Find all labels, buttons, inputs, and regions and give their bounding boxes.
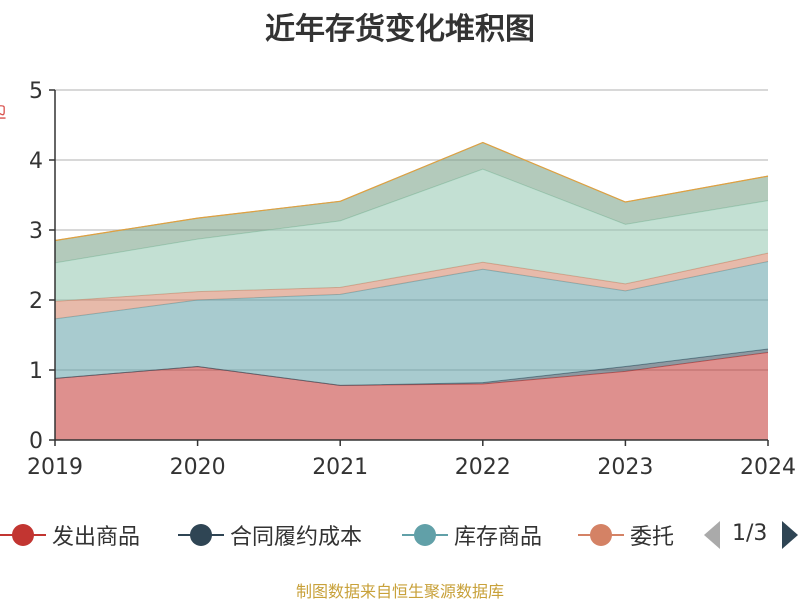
legend-marker-icon [178,515,224,555]
legend-label: 合同履约成本 [230,525,363,550]
legend-item[interactable]: 库存商品 [402,515,542,555]
x-tick-label: 2023 [597,455,653,480]
x-tick-label: 2024 [740,455,796,480]
y-tick-label: 2 [29,289,43,314]
y-tick-label: 5 [29,79,43,104]
legend-item[interactable]: 发出商品 [0,515,140,555]
x-tick-label: 2020 [170,455,226,480]
legend-label: 库存商品 [454,525,543,550]
x-tick-label: 2022 [455,455,511,480]
legend-label: 发出商品 [52,525,141,550]
x-tick-label: 2021 [312,455,368,480]
page-indicator: 1/3 [732,521,768,546]
legend-label: 委托 [630,525,675,550]
area-series-5 [55,142,768,263]
legend: 发出商品 合同履约成本 库存商品 委托 [0,515,800,555]
area-series-2 [55,261,768,386]
next-page-icon[interactable] [782,521,798,549]
y-tick-label: 4 [29,149,43,174]
chart-title: 近年存货变化堆积图 [265,12,535,47]
y-axis-title: 亿 [0,104,9,122]
previous-page-icon[interactable] [704,521,720,549]
legend-item[interactable]: 合同履约成本 [178,515,362,555]
y-tick-label: 3 [29,219,43,244]
y-tick-label: 0 [29,429,43,454]
stack-top-outline [54,141,769,242]
legend-marker-icon [578,515,624,555]
legend-marker-icon [0,515,46,555]
x-tick-label: 2019 [27,455,83,480]
area-series-4 [55,169,768,302]
area-series-1 [55,349,768,386]
area-series-3 [55,253,768,319]
legend-item[interactable]: 委托 [578,515,674,555]
y-tick-label: 1 [29,359,43,384]
area-series-0 [55,352,768,440]
legend-pager: 1/3 [700,515,800,555]
data-source-note: 制图数据来自恒生聚源数据库 [295,582,504,601]
legend-marker-icon [402,515,448,555]
